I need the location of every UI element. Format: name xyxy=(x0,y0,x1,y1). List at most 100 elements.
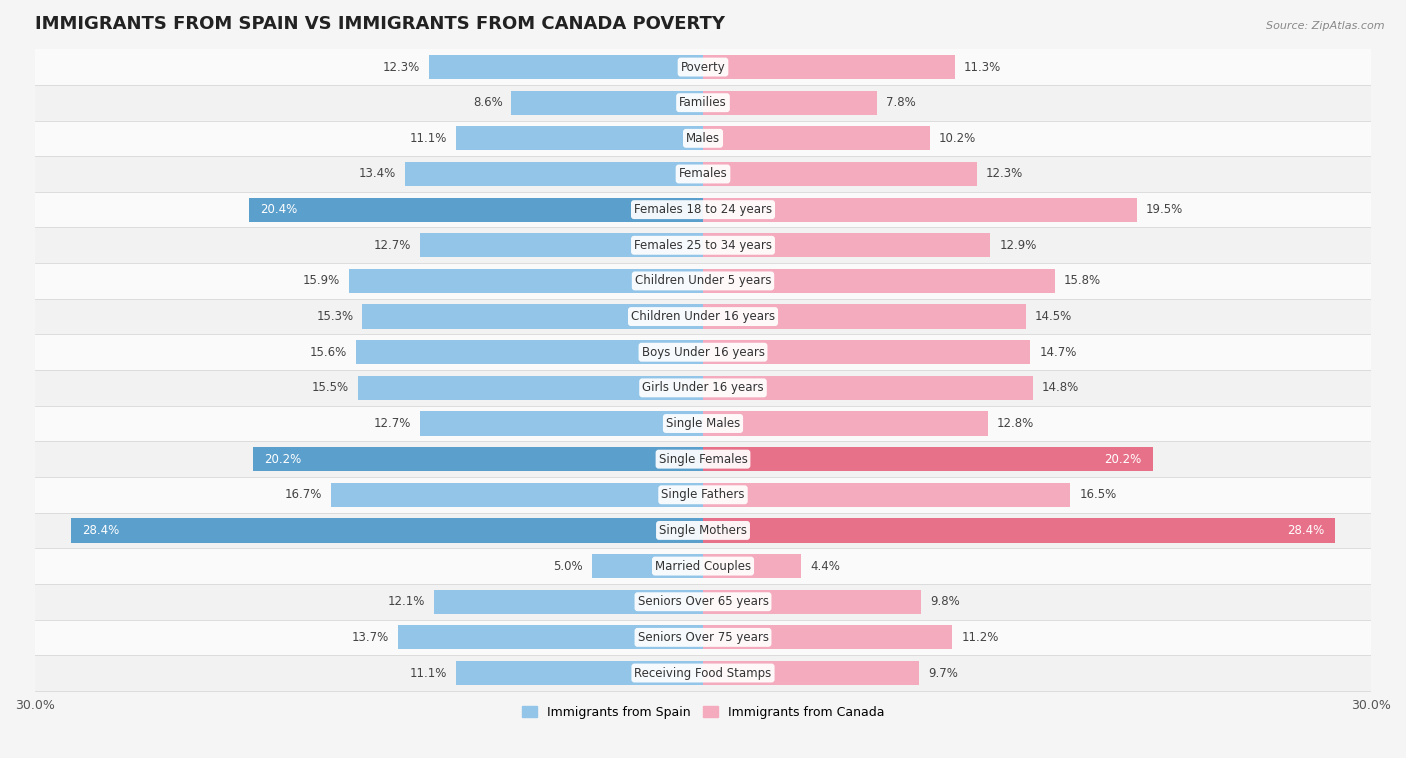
Text: 19.5%: 19.5% xyxy=(1146,203,1184,216)
Bar xyxy=(420,233,703,258)
Bar xyxy=(703,340,1031,365)
Text: Source: ZipAtlas.com: Source: ZipAtlas.com xyxy=(1267,21,1385,31)
Text: Females 25 to 34 years: Females 25 to 34 years xyxy=(634,239,772,252)
Bar xyxy=(35,85,1371,121)
Text: Receiving Food Stamps: Receiving Food Stamps xyxy=(634,666,772,679)
Bar xyxy=(703,447,1153,471)
Bar xyxy=(398,625,703,650)
Bar xyxy=(592,554,703,578)
Text: Married Couples: Married Couples xyxy=(655,559,751,572)
Bar xyxy=(703,590,921,614)
Text: 12.3%: 12.3% xyxy=(986,168,1024,180)
Bar xyxy=(35,227,1371,263)
Text: 11.3%: 11.3% xyxy=(963,61,1001,74)
Bar xyxy=(35,655,1371,691)
Text: Single Males: Single Males xyxy=(666,417,740,430)
Bar xyxy=(703,518,1336,543)
Text: 9.8%: 9.8% xyxy=(931,595,960,608)
Text: 20.4%: 20.4% xyxy=(260,203,297,216)
Bar xyxy=(35,584,1371,619)
Bar xyxy=(429,55,703,79)
Bar xyxy=(703,376,1032,400)
Bar xyxy=(359,376,703,400)
Bar xyxy=(349,269,703,293)
Bar xyxy=(456,127,703,151)
Text: 12.3%: 12.3% xyxy=(382,61,420,74)
Text: 16.5%: 16.5% xyxy=(1080,488,1116,501)
Text: 15.9%: 15.9% xyxy=(302,274,340,287)
Bar xyxy=(703,554,801,578)
Bar xyxy=(703,162,977,186)
Bar xyxy=(512,90,703,114)
Text: Families: Families xyxy=(679,96,727,109)
Bar xyxy=(249,198,703,222)
Bar xyxy=(35,477,1371,512)
Text: Females: Females xyxy=(679,168,727,180)
Bar xyxy=(703,127,931,151)
Bar xyxy=(420,412,703,436)
Text: 12.7%: 12.7% xyxy=(374,417,412,430)
Text: Poverty: Poverty xyxy=(681,61,725,74)
Text: 8.6%: 8.6% xyxy=(472,96,502,109)
Text: 13.7%: 13.7% xyxy=(352,631,389,644)
Bar xyxy=(703,198,1137,222)
Text: 12.8%: 12.8% xyxy=(997,417,1035,430)
Bar xyxy=(703,305,1026,329)
Text: Boys Under 16 years: Boys Under 16 years xyxy=(641,346,765,359)
Legend: Immigrants from Spain, Immigrants from Canada: Immigrants from Spain, Immigrants from C… xyxy=(516,701,890,724)
Bar xyxy=(456,661,703,685)
Text: 20.2%: 20.2% xyxy=(264,453,301,465)
Text: 15.3%: 15.3% xyxy=(316,310,353,323)
Text: 28.4%: 28.4% xyxy=(82,524,120,537)
Bar xyxy=(703,661,920,685)
Text: IMMIGRANTS FROM SPAIN VS IMMIGRANTS FROM CANADA POVERTY: IMMIGRANTS FROM SPAIN VS IMMIGRANTS FROM… xyxy=(35,15,725,33)
Text: Seniors Over 65 years: Seniors Over 65 years xyxy=(637,595,769,608)
Text: 11.1%: 11.1% xyxy=(409,666,447,679)
Text: 12.7%: 12.7% xyxy=(374,239,412,252)
Bar xyxy=(35,299,1371,334)
Bar xyxy=(35,192,1371,227)
Bar xyxy=(703,269,1054,293)
Bar xyxy=(703,90,877,114)
Text: 11.1%: 11.1% xyxy=(409,132,447,145)
Text: 15.8%: 15.8% xyxy=(1064,274,1101,287)
Text: Seniors Over 75 years: Seniors Over 75 years xyxy=(637,631,769,644)
Text: Children Under 16 years: Children Under 16 years xyxy=(631,310,775,323)
Text: 4.4%: 4.4% xyxy=(810,559,839,572)
Bar xyxy=(35,619,1371,655)
Bar xyxy=(70,518,703,543)
Bar xyxy=(35,156,1371,192)
Text: 7.8%: 7.8% xyxy=(886,96,915,109)
Text: 28.4%: 28.4% xyxy=(1286,524,1324,537)
Bar xyxy=(35,406,1371,441)
Text: 16.7%: 16.7% xyxy=(285,488,322,501)
Text: Single Females: Single Females xyxy=(658,453,748,465)
Bar xyxy=(35,370,1371,406)
Text: 15.5%: 15.5% xyxy=(312,381,349,394)
Bar xyxy=(35,334,1371,370)
Bar xyxy=(703,55,955,79)
Bar xyxy=(703,483,1070,507)
Bar xyxy=(703,412,988,436)
Bar xyxy=(35,548,1371,584)
Bar xyxy=(330,483,703,507)
Bar xyxy=(35,49,1371,85)
Text: 14.5%: 14.5% xyxy=(1035,310,1071,323)
Bar xyxy=(703,625,952,650)
Bar xyxy=(253,447,703,471)
Text: Single Mothers: Single Mothers xyxy=(659,524,747,537)
Text: 10.2%: 10.2% xyxy=(939,132,976,145)
Text: 5.0%: 5.0% xyxy=(553,559,582,572)
Bar xyxy=(363,305,703,329)
Bar xyxy=(35,121,1371,156)
Text: 9.7%: 9.7% xyxy=(928,666,957,679)
Bar xyxy=(35,263,1371,299)
Bar xyxy=(35,512,1371,548)
Text: Males: Males xyxy=(686,132,720,145)
Text: 14.8%: 14.8% xyxy=(1042,381,1078,394)
Text: Children Under 5 years: Children Under 5 years xyxy=(634,274,772,287)
Text: 14.7%: 14.7% xyxy=(1039,346,1077,359)
Bar xyxy=(356,340,703,365)
Text: Girls Under 16 years: Girls Under 16 years xyxy=(643,381,763,394)
Bar xyxy=(433,590,703,614)
